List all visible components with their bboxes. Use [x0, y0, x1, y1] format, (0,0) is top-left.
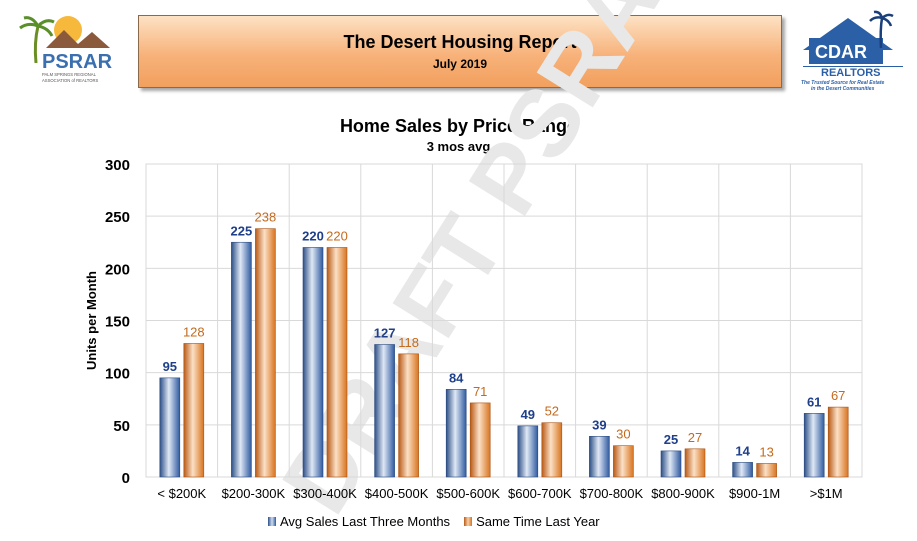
bar-last-year	[613, 445, 634, 478]
data-label: 52	[545, 404, 559, 419]
chart-title: Home Sales by Price Range	[339, 116, 578, 136]
bar-avg-sales	[231, 241, 252, 478]
data-label: 220	[326, 228, 348, 243]
chart-legend: Avg Sales Last Three Months Same Time La…	[268, 514, 600, 529]
report-title: The Desert Housing Report	[343, 32, 577, 52]
legend-item-series-0: Avg Sales Last Three Months	[268, 514, 450, 529]
bar-last-year	[398, 353, 419, 478]
y-tick-label: 150	[105, 314, 130, 331]
svg-text:ASSOCIATION of REALTORS: ASSOCIATION of REALTORS	[42, 78, 99, 83]
svg-text:PSRAR: PSRAR	[42, 51, 113, 73]
bar-last-year	[684, 448, 706, 478]
data-label: 95	[163, 359, 177, 374]
svg-text:REALTORS: REALTORS	[821, 67, 881, 79]
psrar-logo: PSRAR PALM SPRINGS REGIONAL ASSOCIATION …	[19, 16, 113, 83]
x-tick-label: $200-300K	[222, 486, 286, 501]
data-label: 39	[592, 417, 606, 432]
data-label: 13	[759, 444, 773, 459]
svg-text:CDAR: CDAR	[815, 42, 867, 62]
cdar-logo: CDAR REALTORS The Trusted Source for Rea…	[801, 10, 903, 92]
x-tick-label: $900-1M	[729, 486, 780, 501]
data-label: 84	[449, 370, 464, 385]
chart-subtitle: 3 mos avg	[426, 139, 491, 154]
data-label: 14	[735, 443, 750, 458]
x-tick-label: >$1M	[810, 486, 843, 501]
x-tick-label: $600-700K	[508, 486, 572, 501]
y-tick-label: 0	[122, 470, 130, 487]
svg-text:in the Desert Communities: in the Desert Communities	[811, 86, 875, 92]
bar-last-year	[541, 422, 563, 478]
x-tick-label: < $200K	[157, 486, 206, 501]
data-label: 127	[374, 325, 396, 340]
y-axis-label: Units per Month	[84, 271, 99, 370]
data-label: 220	[302, 228, 324, 243]
x-tick-label: $300-400K	[293, 486, 357, 501]
data-label: 128	[183, 324, 205, 339]
legend-label: Same Time Last Year	[476, 514, 600, 529]
svg-text:PALM SPRINGS REGIONAL: PALM SPRINGS REGIONAL	[42, 72, 97, 77]
bar-avg-sales	[589, 436, 610, 478]
bar-last-year	[183, 343, 205, 478]
y-tick-label: 200	[105, 261, 130, 278]
x-tick-label: $700-800K	[580, 486, 644, 501]
data-label: 118	[398, 335, 419, 350]
y-tick-label: 250	[105, 209, 130, 226]
data-label: 30	[616, 427, 630, 442]
data-label: 67	[831, 388, 845, 403]
bar-last-year	[469, 402, 491, 478]
legend-swatch-blue	[268, 517, 276, 526]
report-banner: The Desert Housing Report July 2019	[138, 15, 782, 88]
bar-last-year	[326, 247, 348, 478]
svg-text:The Trusted Source for Real Es: The Trusted Source for Real Estate	[801, 80, 884, 86]
bar-avg-sales	[302, 247, 324, 478]
bar-avg-sales	[374, 344, 395, 478]
legend-item-series-1: Same Time Last Year	[464, 514, 600, 529]
x-tick-label: $800-900K	[651, 486, 715, 501]
x-tick-label: $500-600K	[436, 486, 500, 501]
bar-avg-sales	[159, 377, 181, 478]
data-label: 27	[688, 430, 702, 445]
y-tick-label: 50	[113, 418, 130, 435]
bar-avg-sales	[517, 425, 539, 478]
data-label: 71	[473, 384, 487, 399]
bar-avg-sales	[803, 413, 825, 478]
report-date: July 2019	[432, 57, 488, 71]
bar-last-year	[756, 463, 777, 478]
bar-avg-sales	[732, 462, 753, 478]
data-label: 225	[231, 223, 253, 238]
legend-label: Avg Sales Last Three Months	[280, 514, 451, 529]
data-label: 49	[521, 407, 535, 422]
data-label: 238	[255, 210, 277, 225]
legend-swatch-orange	[464, 517, 473, 526]
y-tick-label: 300	[105, 157, 130, 174]
bar-last-year	[827, 406, 849, 478]
data-label: 61	[807, 394, 821, 409]
data-label: 25	[664, 432, 678, 447]
bar-avg-sales	[445, 389, 467, 478]
bar-avg-sales	[660, 450, 682, 478]
bar-last-year	[255, 228, 276, 478]
y-tick-label: 100	[105, 366, 130, 383]
x-tick-label: $400-500K	[365, 486, 429, 501]
